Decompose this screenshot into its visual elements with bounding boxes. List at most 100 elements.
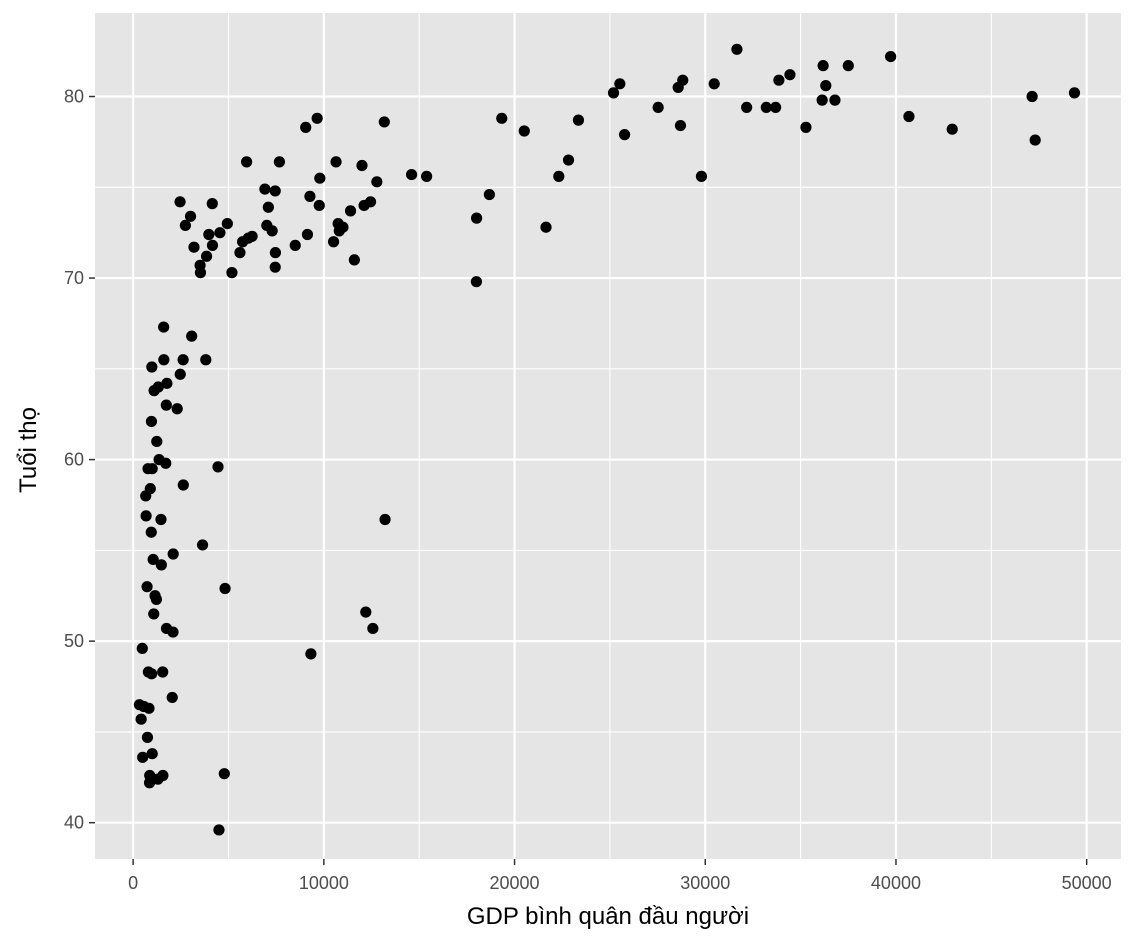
data-point	[364, 196, 377, 208]
data-point	[607, 87, 620, 99]
data-point	[145, 415, 158, 428]
data-point	[674, 119, 687, 132]
data-point	[147, 553, 159, 566]
y-tick-label: 80	[64, 87, 84, 107]
data-point	[356, 159, 368, 172]
data-point	[157, 769, 169, 782]
data-point	[226, 267, 238, 279]
data-point	[540, 221, 552, 233]
data-point	[136, 642, 148, 655]
data-point	[741, 101, 753, 114]
data-point	[483, 188, 495, 201]
data-point	[371, 176, 383, 188]
data-point	[760, 101, 772, 114]
data-point	[289, 239, 301, 251]
data-point	[171, 403, 183, 415]
data-point	[652, 101, 664, 114]
data-point	[152, 381, 164, 393]
data-point	[184, 210, 197, 222]
data-point	[196, 539, 209, 551]
data-point	[246, 230, 258, 242]
data-point	[677, 74, 689, 86]
plot-panel	[95, 13, 1121, 859]
data-point	[1068, 87, 1081, 99]
data-point	[614, 78, 626, 90]
data-point	[300, 121, 312, 133]
data-point	[708, 78, 720, 90]
data-point	[146, 361, 158, 373]
data-point	[148, 608, 160, 620]
data-point	[158, 354, 170, 366]
data-point	[562, 154, 575, 166]
data-point	[157, 666, 169, 678]
data-point	[140, 510, 152, 522]
data-point	[241, 156, 253, 168]
data-point	[946, 123, 958, 135]
data-point	[146, 748, 158, 760]
data-point	[212, 461, 224, 473]
x-tick-label: 50000	[1062, 873, 1112, 893]
data-point	[213, 824, 225, 836]
y-tick-label: 60	[64, 450, 84, 470]
data-point	[266, 225, 278, 237]
data-point	[470, 276, 483, 288]
data-point	[203, 228, 215, 241]
data-points	[133, 43, 1081, 836]
major-gridlines	[95, 13, 1121, 859]
y-tick-label: 70	[64, 268, 84, 288]
data-point	[146, 668, 158, 680]
data-point	[327, 236, 340, 248]
data-point	[367, 622, 379, 635]
x-tick-label: 10000	[299, 873, 349, 893]
y-axis-title: Tuổi thọ	[15, 407, 42, 493]
data-point	[1026, 90, 1038, 103]
data-point	[200, 354, 212, 366]
data-point	[773, 74, 785, 86]
data-point	[695, 170, 708, 182]
data-point	[518, 125, 530, 137]
data-point	[161, 377, 173, 389]
data-point	[155, 559, 167, 571]
y-tick-label: 50	[64, 631, 84, 651]
data-point	[234, 247, 246, 259]
data-point	[150, 593, 163, 605]
data-point	[817, 60, 829, 72]
data-point	[200, 250, 213, 262]
x-axis-title: GDP bình quân đầu người	[467, 903, 749, 930]
data-point	[305, 648, 317, 660]
data-point	[304, 190, 316, 202]
data-point	[259, 183, 271, 195]
data-point	[269, 261, 281, 273]
data-point	[137, 751, 149, 763]
data-point	[135, 713, 147, 725]
data-point	[177, 479, 189, 491]
data-point	[273, 156, 286, 168]
data-point	[262, 201, 274, 213]
data-point	[146, 463, 158, 475]
data-point	[360, 606, 372, 618]
data-point	[206, 198, 218, 210]
data-point	[496, 112, 508, 124]
data-point	[330, 156, 342, 168]
x-tick-label: 40000	[871, 873, 921, 893]
data-point	[314, 172, 326, 184]
data-point	[903, 110, 915, 123]
x-tick-label: 30000	[680, 873, 730, 893]
data-point	[194, 267, 207, 279]
data-point	[219, 582, 231, 595]
data-point	[1029, 134, 1041, 146]
data-point	[301, 228, 314, 241]
data-point	[151, 435, 163, 448]
data-point	[206, 239, 219, 251]
x-axis: 0 10000 20000 30000 40000 50000	[128, 859, 1112, 893]
data-point	[155, 513, 167, 526]
data-point	[770, 101, 782, 114]
data-point	[179, 219, 191, 232]
data-point	[143, 702, 155, 714]
data-point	[166, 691, 178, 704]
data-point	[269, 247, 282, 259]
data-point	[344, 205, 357, 217]
data-point	[784, 69, 796, 81]
x-tick-label: 20000	[490, 873, 540, 893]
